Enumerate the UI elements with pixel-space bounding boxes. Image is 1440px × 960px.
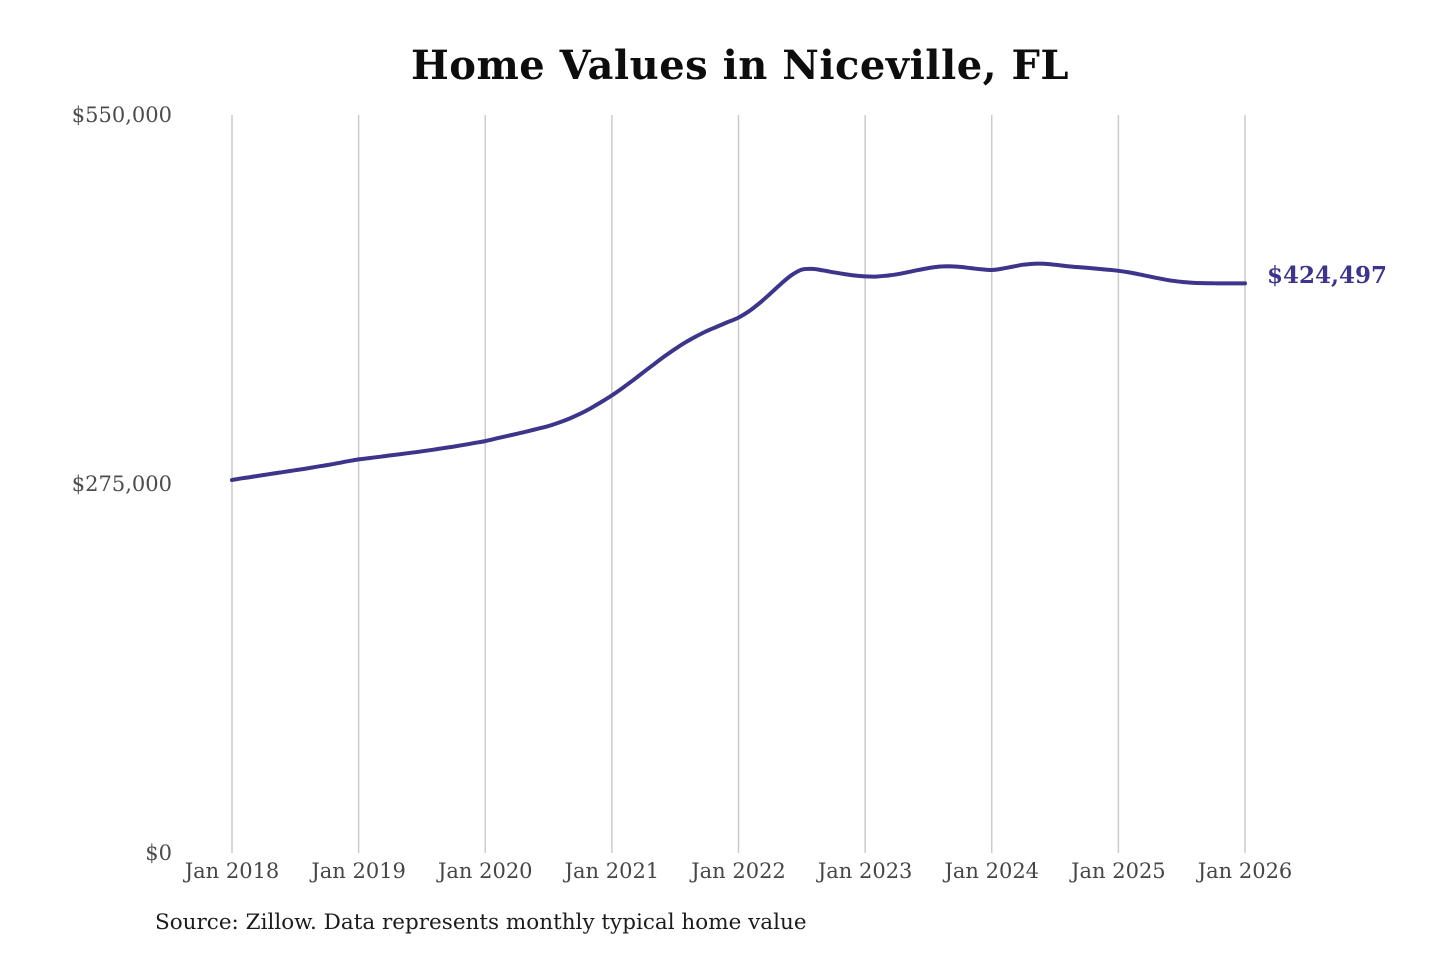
- x-tick-label: Jan 2023: [817, 859, 913, 883]
- home-value-series-line: [230, 261, 1247, 482]
- latest-value-label: $424,497: [1267, 262, 1388, 290]
- x-tick-label: Jan 2021: [564, 859, 660, 883]
- x-tick-label: Jan 2026: [1197, 859, 1293, 883]
- x-tick-label: Jan 2020: [437, 859, 533, 883]
- source-note: Source: Zillow. Data represents monthly …: [155, 910, 807, 935]
- x-tick-label: Jan 2019: [311, 859, 406, 883]
- gridlines: [231, 115, 1246, 853]
- x-tick-label: Jan 2018: [184, 859, 280, 883]
- y-tick-label: $275,000: [71, 472, 172, 496]
- y-tick-label: $0: [145, 841, 172, 865]
- x-tick-label: Jan 2024: [944, 859, 1040, 883]
- y-tick-label: $550,000: [71, 103, 172, 127]
- chart-title: Home Values in Niceville, FL: [410, 42, 1070, 89]
- x-tick-label: Jan 2025: [1071, 859, 1166, 883]
- x-tick-label: Jan 2022: [691, 859, 786, 883]
